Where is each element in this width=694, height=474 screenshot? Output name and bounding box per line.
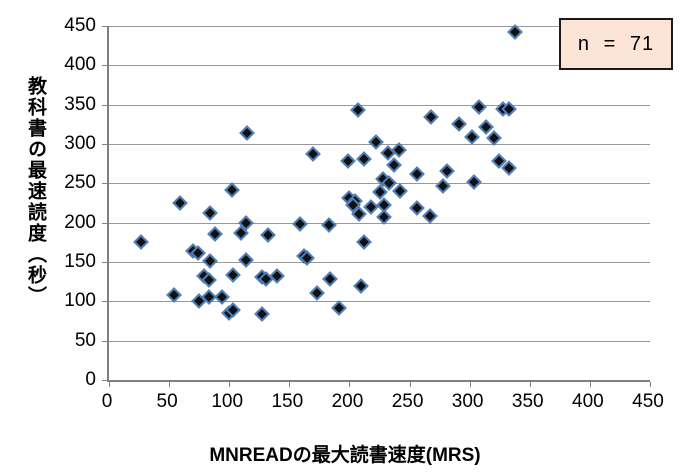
data-point bbox=[464, 129, 480, 145]
y-tick-label-50: 50 bbox=[74, 329, 96, 351]
x-tick-450 bbox=[650, 382, 651, 387]
y-tick-label-350: 350 bbox=[64, 93, 96, 115]
x-tick-label-0: 0 bbox=[101, 391, 113, 412]
y-tick-label-0: 0 bbox=[85, 369, 96, 390]
data-point bbox=[466, 173, 483, 190]
gridline-y-100 bbox=[109, 301, 650, 303]
data-point bbox=[423, 109, 439, 126]
data-point bbox=[451, 115, 467, 132]
y-tick-label-400: 400 bbox=[64, 54, 96, 76]
data-point bbox=[253, 306, 270, 322]
x-tick-label-250: 250 bbox=[391, 391, 424, 412]
data-point bbox=[330, 300, 347, 317]
x-tick-350 bbox=[529, 382, 531, 387]
data-point bbox=[321, 217, 337, 233]
x-tick-300 bbox=[469, 382, 471, 387]
data-point bbox=[356, 151, 372, 167]
x-tick-label-150: 150 bbox=[271, 391, 304, 412]
x-tick-label-400: 400 bbox=[572, 391, 604, 412]
y-tick-100 bbox=[102, 301, 107, 303]
x-tick-label-100: 100 bbox=[211, 391, 244, 412]
y-tick-label-100: 100 bbox=[64, 290, 96, 312]
x-tick-0 bbox=[109, 382, 110, 387]
data-point bbox=[368, 134, 384, 151]
y-tick-200 bbox=[102, 222, 107, 224]
data-point bbox=[238, 252, 254, 269]
data-point bbox=[292, 216, 308, 233]
legend-box: n = 71 bbox=[559, 18, 673, 70]
data-point bbox=[422, 207, 438, 224]
data-point bbox=[408, 166, 425, 182]
y-tick-label-200: 200 bbox=[64, 211, 96, 233]
x-tick-label-300: 300 bbox=[451, 391, 484, 412]
y-tick-250 bbox=[102, 183, 107, 185]
y-tick-50 bbox=[102, 340, 107, 342]
data-point bbox=[207, 225, 223, 242]
y-tick-450 bbox=[102, 26, 107, 27]
gridline-y-400 bbox=[109, 65, 650, 67]
data-point bbox=[309, 285, 325, 302]
x-tick-50 bbox=[169, 382, 171, 387]
data-point bbox=[133, 233, 150, 250]
y-tick-350 bbox=[102, 104, 107, 106]
data-point bbox=[322, 271, 338, 288]
data-point bbox=[305, 146, 322, 162]
data-point bbox=[471, 99, 488, 115]
data-point bbox=[408, 199, 425, 216]
data-point bbox=[202, 253, 218, 269]
gridline-y-200 bbox=[109, 222, 650, 224]
y-tick-150 bbox=[102, 262, 107, 263]
legend-label: n = 71 bbox=[577, 32, 655, 55]
y-tick-label-450: 450 bbox=[64, 15, 96, 36]
data-point bbox=[239, 125, 256, 141]
y-tick-300 bbox=[102, 144, 107, 145]
y-tick-0 bbox=[102, 380, 107, 381]
data-point bbox=[259, 227, 276, 244]
data-point bbox=[439, 162, 455, 179]
data-point bbox=[353, 277, 370, 294]
x-tick-label-200: 200 bbox=[331, 391, 364, 412]
gridline-y-450 bbox=[109, 26, 650, 27]
plot-area bbox=[102, 24, 651, 387]
data-point bbox=[269, 268, 286, 284]
data-point bbox=[202, 205, 218, 221]
x-tick-label-50: 50 bbox=[156, 391, 178, 412]
gridline-y-150 bbox=[109, 262, 650, 263]
y-tick-400 bbox=[102, 65, 107, 67]
x-tick-100 bbox=[229, 382, 231, 387]
y-tick-label-250: 250 bbox=[64, 172, 96, 194]
x-tick-250 bbox=[409, 382, 411, 387]
x-tick-200 bbox=[349, 382, 351, 387]
x-axis-title: MNREADの最大読書速度(MRS) bbox=[209, 445, 481, 466]
data-point bbox=[172, 195, 188, 211]
x-tick-150 bbox=[289, 382, 291, 387]
data-point bbox=[356, 233, 372, 250]
x-tick-400 bbox=[589, 382, 591, 387]
data-point bbox=[225, 267, 241, 284]
y-axis-title: 教科書の最速読度（秒） bbox=[25, 76, 46, 307]
data-point bbox=[392, 183, 408, 199]
x-tick-label-450: 450 bbox=[632, 391, 664, 412]
data-point bbox=[214, 289, 230, 306]
x-tick-label-350: 350 bbox=[511, 391, 544, 412]
data-point bbox=[435, 177, 451, 194]
data-point bbox=[340, 152, 357, 169]
gridline-y-350 bbox=[109, 104, 650, 106]
y-tick-label-300: 300 bbox=[64, 133, 96, 154]
y-tick-label-150: 150 bbox=[64, 251, 96, 272]
gridline-y-50 bbox=[109, 340, 650, 342]
